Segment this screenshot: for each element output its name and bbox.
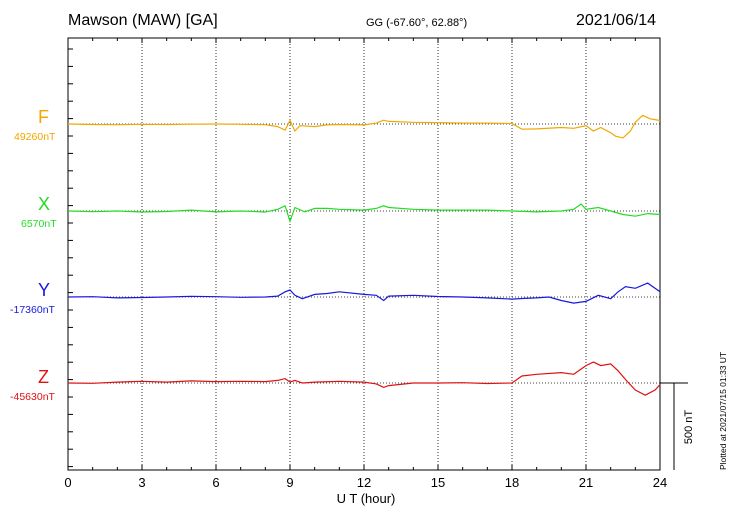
- series-trace-z: [67, 361, 661, 396]
- x-tick-label-6: 6: [212, 475, 219, 490]
- plot-date: 2021/06/14: [576, 12, 657, 29]
- geographic-coordinates: GG (-67.60°, 62.88°): [366, 17, 468, 29]
- x-tick-label-18: 18: [505, 475, 519, 490]
- series-label-f: F: [38, 107, 49, 127]
- series-trace-f: [67, 114, 661, 139]
- series-trace-x: [67, 203, 661, 224]
- series-label-y: Y: [38, 280, 51, 300]
- x-tick-label-3: 3: [138, 475, 145, 490]
- x-tick-label-12: 12: [357, 475, 371, 490]
- series-traces: [67, 114, 661, 396]
- x-tick-label-0: 0: [64, 475, 71, 490]
- station-title: Mawson (MAW) [GA]: [68, 12, 218, 29]
- series-label-z: Z: [38, 367, 49, 387]
- axis-ticks: [67, 38, 661, 470]
- baseline-label-f: 49260nT: [14, 131, 56, 143]
- x-tick-label-24: 24: [653, 475, 667, 490]
- x-tick-label-15: 15: [431, 475, 445, 490]
- x-tick-label-9: 9: [286, 475, 293, 490]
- x-tick-label-21: 21: [579, 475, 593, 490]
- baseline-label-x: 6570nT: [21, 218, 57, 230]
- baseline-label-y: -17360nT: [10, 304, 55, 316]
- scale-bar: 500 nT: [660, 382, 695, 470]
- plotted-timestamp: Plotted at 2021/07/15 01:33 UT: [718, 351, 728, 470]
- series-trace-y: [67, 282, 661, 304]
- x-tick-labels: 0 3 6 9 12 15 18 21 24: [64, 475, 667, 490]
- vertical-gridlines: [141, 38, 587, 470]
- scale-bar-label: 500 nT: [683, 410, 695, 445]
- x-axis-label: U T (hour): [337, 491, 396, 506]
- baseline-label-z: -45630nT: [10, 391, 55, 403]
- series-label-x: X: [38, 194, 51, 214]
